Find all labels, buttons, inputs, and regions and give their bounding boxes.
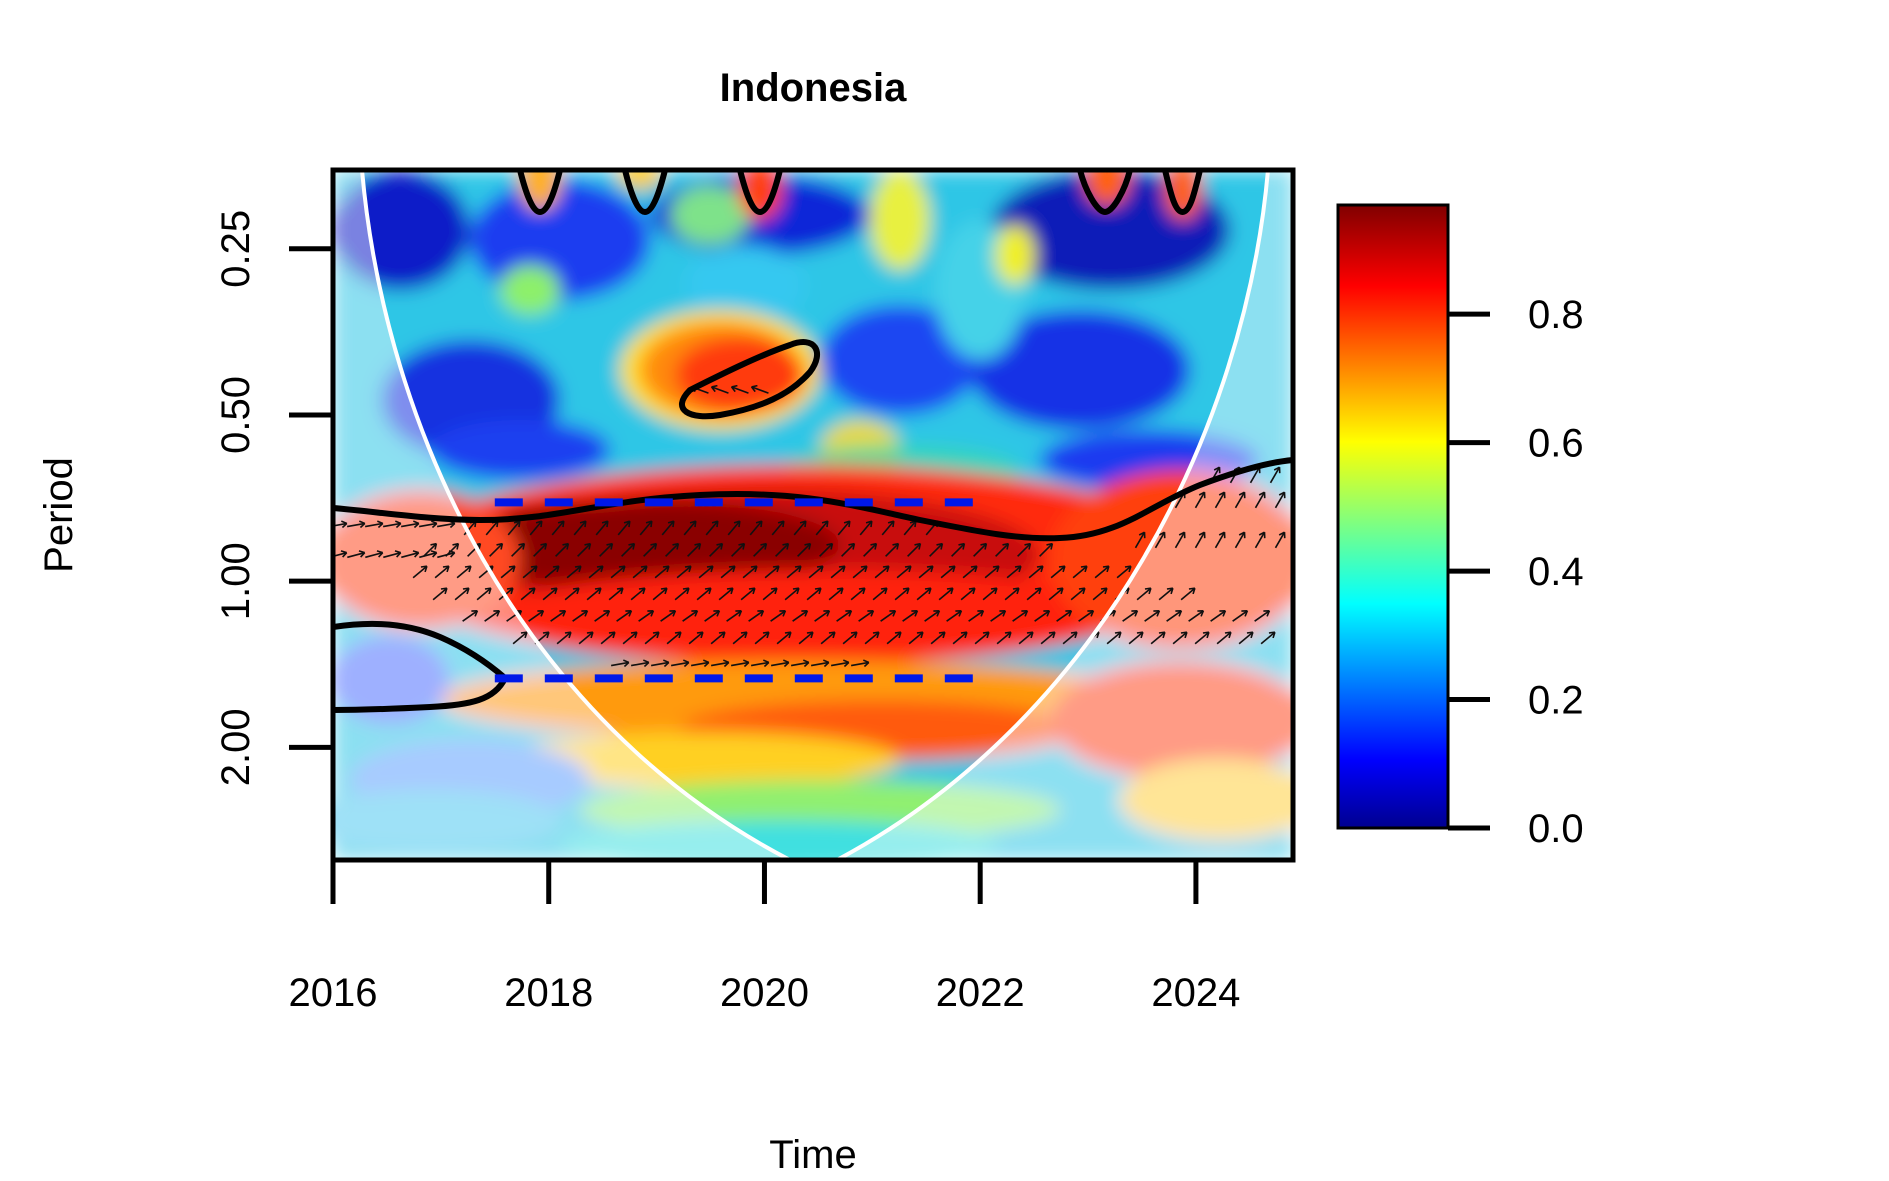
significance-contour xyxy=(517,170,563,215)
y-tick-label: 0.50 xyxy=(214,376,258,454)
colorbar-tick-label: 0.6 xyxy=(1528,422,1584,466)
y-axis-label: Period xyxy=(37,457,81,573)
coherence-heatmap xyxy=(333,170,1293,860)
x-tick-label: 2024 xyxy=(1151,971,1240,1015)
y-tick-label: 2.00 xyxy=(214,708,258,786)
significance-contour xyxy=(333,457,1293,542)
significance-contour xyxy=(737,170,783,215)
phase-arrows xyxy=(333,384,1286,668)
x-tick-label: 2022 xyxy=(936,971,1025,1015)
significance-contours xyxy=(333,170,1293,860)
colorbar-tick-label: 0.0 xyxy=(1528,807,1584,851)
x-tick-label: 2020 xyxy=(720,971,809,1015)
colorbar-axis: 0.0 0.2 0.4 0.6 0.8 xyxy=(1448,293,1584,851)
x-axis-label: Time xyxy=(769,1133,856,1177)
x-tick-label: 2018 xyxy=(504,971,593,1015)
colorbar-tick-label: 0.8 xyxy=(1528,293,1584,337)
significance-contour xyxy=(622,170,668,215)
y-tick-label: 1.00 xyxy=(214,542,258,620)
x-axis: 2016 2018 2020 2022 2024 xyxy=(289,857,1240,1015)
y-axis: 0.25 0.50 1.00 2.00 xyxy=(214,210,333,786)
colorbar-tick-label: 0.2 xyxy=(1528,679,1584,723)
cone-of-influence-right xyxy=(836,170,1270,860)
colorbar xyxy=(1336,203,1450,830)
colorbar-tick-label: 0.4 xyxy=(1528,550,1584,594)
chart-title: Indonesia xyxy=(720,66,907,110)
significance-contour xyxy=(1077,170,1133,215)
y-tick-label: 0.25 xyxy=(214,210,258,288)
significance-contour xyxy=(679,339,821,420)
significance-contour xyxy=(1162,170,1203,215)
x-tick-label: 2016 xyxy=(289,971,378,1015)
cone-of-influence-left xyxy=(360,170,791,860)
